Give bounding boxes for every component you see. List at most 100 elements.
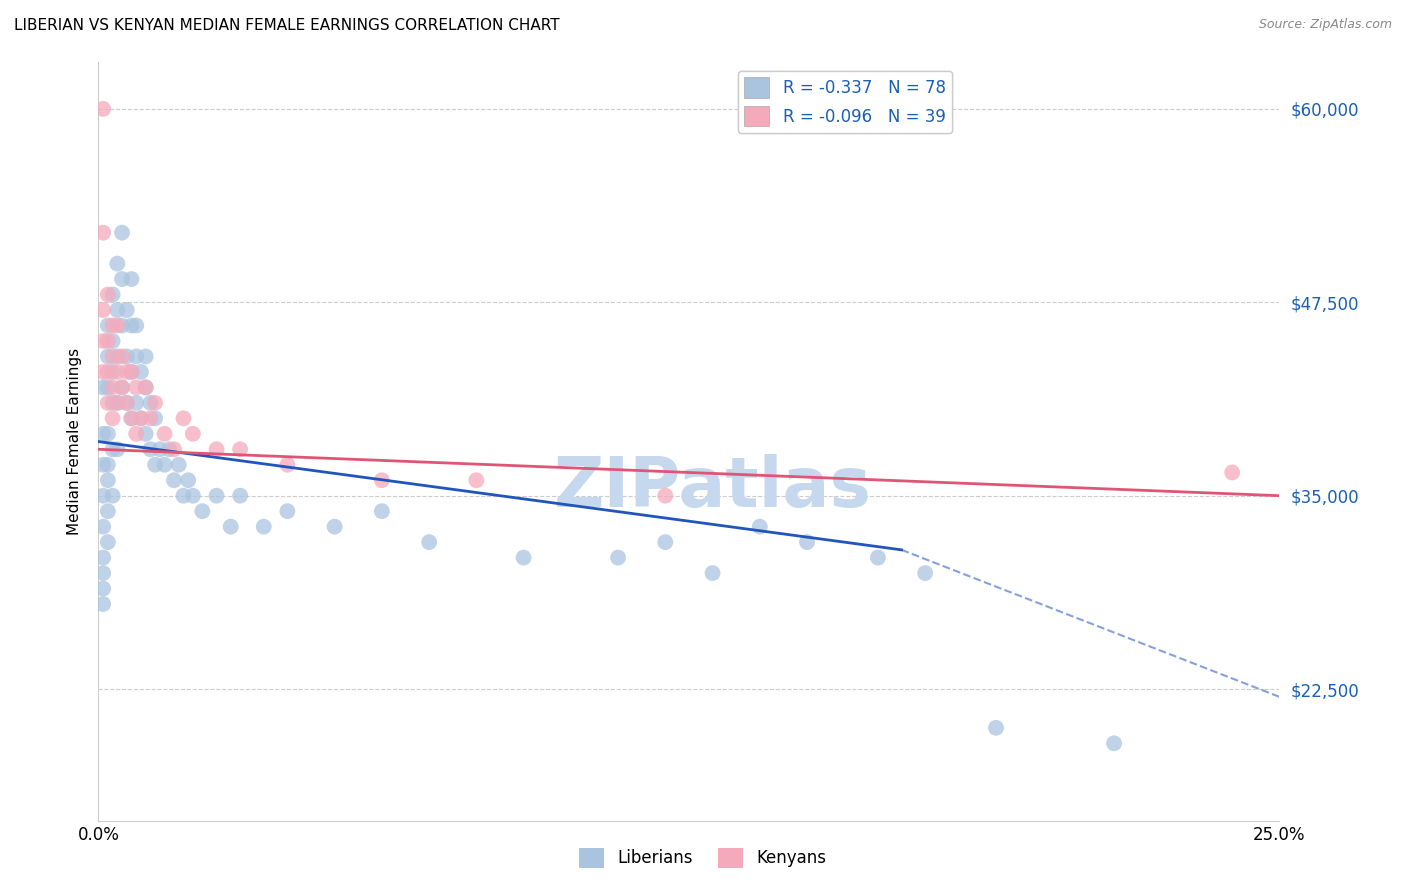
- Point: [191, 504, 214, 518]
- Point: [654, 535, 676, 549]
- Point: [135, 380, 157, 394]
- Point: [97, 380, 120, 394]
- Point: [157, 442, 180, 457]
- Point: [115, 350, 138, 364]
- Point: [105, 350, 128, 364]
- Y-axis label: Median Female Earnings: Median Female Earnings: [67, 348, 83, 535]
- Point: [91, 597, 114, 611]
- Point: [276, 458, 298, 472]
- Point: [97, 458, 120, 472]
- Point: [105, 257, 128, 271]
- Point: [654, 489, 676, 503]
- Point: [139, 411, 162, 425]
- Point: [153, 426, 176, 441]
- Point: [172, 489, 194, 503]
- Point: [121, 365, 143, 379]
- Point: [135, 380, 157, 394]
- Point: [229, 489, 252, 503]
- Legend: R = -0.337   N = 78, R = -0.096   N = 39: R = -0.337 N = 78, R = -0.096 N = 39: [738, 70, 952, 133]
- Point: [105, 442, 128, 457]
- Point: [91, 380, 114, 394]
- Point: [702, 566, 724, 580]
- Point: [129, 365, 152, 379]
- Point: [253, 519, 276, 533]
- Point: [121, 318, 143, 333]
- Point: [153, 458, 176, 472]
- Point: [172, 411, 194, 425]
- Point: [101, 365, 124, 379]
- Point: [205, 442, 228, 457]
- Point: [91, 582, 114, 596]
- Point: [163, 473, 186, 487]
- Point: [97, 334, 120, 348]
- Point: [143, 458, 166, 472]
- Point: [125, 426, 148, 441]
- Point: [181, 489, 204, 503]
- Point: [135, 426, 157, 441]
- Point: [111, 226, 134, 240]
- Point: [796, 535, 818, 549]
- Point: [125, 396, 148, 410]
- Point: [97, 287, 120, 301]
- Point: [276, 504, 298, 518]
- Point: [105, 365, 128, 379]
- Point: [91, 519, 114, 533]
- Point: [607, 550, 630, 565]
- Point: [111, 350, 134, 364]
- Point: [914, 566, 936, 580]
- Point: [101, 334, 124, 348]
- Point: [1220, 466, 1243, 480]
- Point: [125, 380, 148, 394]
- Point: [115, 396, 138, 410]
- Point: [125, 318, 148, 333]
- Text: LIBERIAN VS KENYAN MEDIAN FEMALE EARNINGS CORRELATION CHART: LIBERIAN VS KENYAN MEDIAN FEMALE EARNING…: [14, 18, 560, 33]
- Point: [91, 102, 114, 116]
- Point: [229, 442, 252, 457]
- Point: [97, 396, 120, 410]
- Point: [101, 287, 124, 301]
- Point: [115, 396, 138, 410]
- Point: [129, 411, 152, 425]
- Point: [101, 489, 124, 503]
- Point: [91, 365, 114, 379]
- Text: ZIPatlas: ZIPatlas: [554, 453, 872, 521]
- Point: [323, 519, 346, 533]
- Point: [121, 365, 143, 379]
- Point: [163, 442, 186, 457]
- Point: [91, 566, 114, 580]
- Point: [1102, 736, 1125, 750]
- Point: [167, 458, 190, 472]
- Point: [143, 396, 166, 410]
- Point: [97, 504, 120, 518]
- Point: [177, 473, 200, 487]
- Point: [111, 380, 134, 394]
- Point: [139, 396, 162, 410]
- Point: [105, 303, 128, 318]
- Point: [97, 350, 120, 364]
- Point: [418, 535, 440, 549]
- Point: [219, 519, 242, 533]
- Point: [129, 411, 152, 425]
- Point: [135, 350, 157, 364]
- Point: [115, 365, 138, 379]
- Point: [101, 350, 124, 364]
- Point: [121, 272, 143, 286]
- Point: [105, 396, 128, 410]
- Point: [101, 396, 124, 410]
- Point: [91, 458, 114, 472]
- Point: [91, 550, 114, 565]
- Point: [91, 226, 114, 240]
- Point: [121, 411, 143, 425]
- Point: [371, 473, 394, 487]
- Point: [111, 318, 134, 333]
- Point: [91, 489, 114, 503]
- Point: [91, 426, 114, 441]
- Point: [91, 334, 114, 348]
- Point: [139, 442, 162, 457]
- Point: [115, 303, 138, 318]
- Point: [149, 442, 172, 457]
- Point: [101, 442, 124, 457]
- Legend: Liberians, Kenyans: Liberians, Kenyans: [572, 841, 834, 875]
- Point: [101, 411, 124, 425]
- Point: [748, 519, 770, 533]
